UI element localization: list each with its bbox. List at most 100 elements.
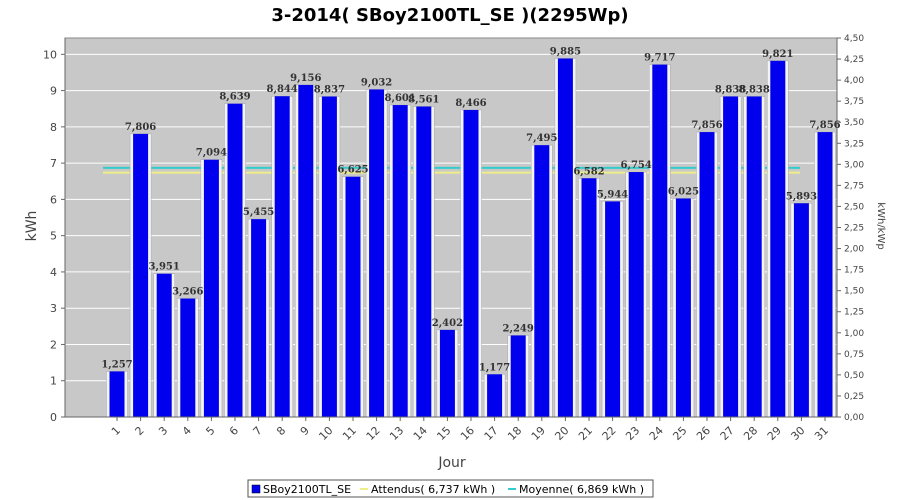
- bar: [274, 96, 290, 418]
- x-tick-label: 4: [180, 424, 194, 438]
- x-tick-label: 15: [434, 424, 453, 443]
- x-tick-label: 18: [505, 424, 524, 443]
- y-tick-label: 0: [50, 411, 57, 424]
- y-right-tick-label: 4,00: [844, 76, 864, 86]
- data-label: 9,717: [644, 53, 675, 64]
- bar: [628, 172, 644, 417]
- data-label: 6,025: [668, 186, 699, 197]
- y-right-tick-label: 2,75: [844, 181, 864, 191]
- bar: [770, 60, 786, 418]
- bar: [699, 132, 715, 417]
- x-tick-label: 21: [576, 424, 595, 443]
- data-label: 2,249: [503, 323, 534, 334]
- y-tick-label: 2: [50, 338, 57, 351]
- data-label: 7,806: [125, 122, 156, 133]
- x-tick-label: 29: [765, 424, 784, 443]
- bar: [817, 132, 833, 417]
- data-label: 9,821: [762, 49, 793, 60]
- y-tick-label: 7: [50, 157, 57, 170]
- y-right-tick-label: 3,75: [844, 97, 864, 107]
- bar: [369, 89, 385, 417]
- y-tick-label: 3: [50, 302, 57, 315]
- data-label: 9,032: [361, 77, 392, 88]
- x-tick-label: 30: [788, 424, 807, 443]
- x-tick-label: 9: [298, 424, 312, 438]
- y-tick-label: 9: [50, 85, 57, 98]
- bar: [581, 178, 597, 417]
- x-tick-label: 22: [600, 424, 619, 443]
- y-right-tick-label: 3,25: [844, 139, 864, 149]
- data-label: 5,893: [786, 191, 817, 202]
- data-label: 8,837: [314, 85, 345, 96]
- bar: [605, 201, 621, 417]
- y-tick-label: 10: [43, 48, 57, 61]
- x-tick-label: 11: [340, 424, 359, 443]
- x-tick-label: 10: [316, 424, 335, 443]
- bar: [321, 96, 337, 418]
- x-tick-label: 31: [812, 424, 831, 443]
- y-tick-label: 1: [50, 375, 57, 388]
- y-right-tick-label: 0,75: [844, 350, 864, 360]
- x-tick-label: 26: [694, 424, 713, 443]
- bar: [487, 374, 503, 417]
- data-label: 8,838: [715, 84, 746, 95]
- data-label: 7,856: [809, 120, 840, 131]
- y-right-tick-label: 0,50: [844, 371, 864, 381]
- bar: [392, 105, 408, 418]
- x-tick-label: 2: [133, 424, 147, 438]
- data-labels: 1,257 7,806 3,951 3,266 7,094 8,639 5,455 8,844…: [101, 46, 840, 373]
- data-label: 5,944: [597, 189, 628, 200]
- bar: [416, 106, 432, 418]
- bar: [156, 273, 172, 417]
- bar: [675, 198, 691, 417]
- legend-box: [247, 479, 654, 498]
- y-right-tick-label: 3,50: [844, 118, 864, 128]
- bar: [298, 84, 314, 417]
- legend-swatch-bar: [251, 484, 261, 494]
- x-tick-label: 6: [227, 424, 241, 438]
- y-right-tick-label: 2,50: [844, 202, 864, 212]
- bar: [251, 219, 267, 417]
- bar: [203, 159, 219, 417]
- x-tick-label: 24: [647, 424, 666, 443]
- x-tick-label: 5: [203, 424, 217, 438]
- y-right-tick-label: 1,25: [844, 308, 864, 318]
- bar: [180, 298, 196, 417]
- y-right-tick-label: 4,25: [844, 55, 864, 65]
- data-label: 3,266: [172, 287, 203, 298]
- x-tick-label: 14: [411, 424, 430, 443]
- x-tick-label: 17: [482, 424, 501, 443]
- data-label: 9,885: [550, 46, 581, 57]
- legend-entry-moyenne: Moyenne( 6,869 kWh ): [519, 483, 644, 496]
- bar: [793, 203, 809, 417]
- x-tick-label: 12: [364, 424, 383, 443]
- data-label: 3,951: [149, 262, 180, 273]
- left-axis: 0 1 2 3 4 5 6 7 8 9 10: [43, 48, 65, 424]
- bar: [133, 133, 149, 417]
- data-label: 7,495: [526, 133, 557, 144]
- data-label: 8,466: [455, 98, 486, 109]
- x-tick-label: 13: [387, 424, 406, 443]
- y-right-tick-label: 2,25: [844, 224, 864, 234]
- legend-entry-attendus: Attendus( 6,737 kWh ): [371, 483, 495, 496]
- x-tick-label: 16: [458, 424, 477, 443]
- x-tick-label: 19: [529, 424, 548, 443]
- data-label: 9,156: [290, 73, 321, 84]
- data-label: 6,582: [573, 166, 604, 177]
- data-label: 1,257: [101, 359, 132, 370]
- chart-title: 3-2014( SBoy2100TL_SE )(2295Wp): [271, 5, 628, 26]
- legend-entry-bar: SBoy2100TL_SE: [263, 483, 351, 496]
- y-right-tick-label: 3,00: [844, 160, 864, 170]
- x-tick-label: 3: [156, 424, 170, 438]
- right-axis: 0,00 0,25 0,50 0,75 1,00 1,25 1,50 1,75 2,00 2,25…: [836, 34, 864, 423]
- y-tick-label: 5: [50, 230, 57, 243]
- data-label: 8,601: [385, 93, 416, 104]
- y-right-tick-label: 1,50: [844, 287, 864, 297]
- bar: [534, 145, 550, 418]
- bar: [463, 109, 479, 417]
- bar: [723, 96, 739, 417]
- data-label: 7,094: [196, 148, 227, 159]
- data-label: 7,856: [691, 120, 722, 131]
- data-label: 1,177: [479, 362, 510, 373]
- x-tick-label: 8: [274, 424, 288, 438]
